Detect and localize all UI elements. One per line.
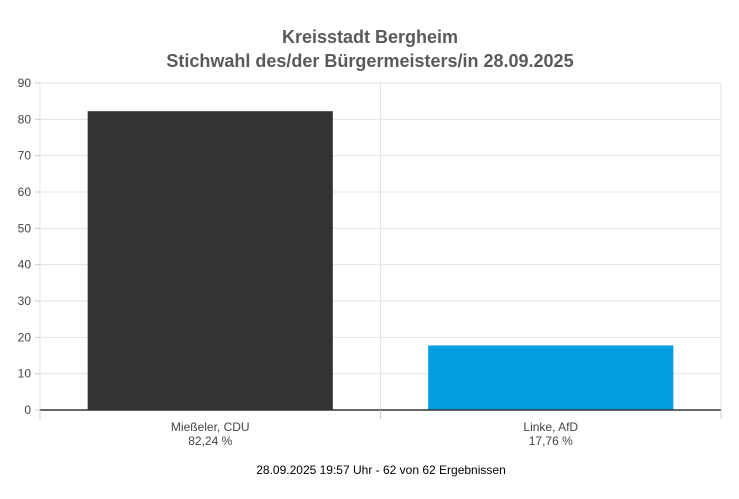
- y-tick-label: 60: [18, 185, 32, 199]
- category-label: Linke, AfD: [523, 420, 578, 434]
- chart-title: Kreisstadt Bergheim Stichwahl des/der Bü…: [166, 27, 573, 71]
- y-axis-ticks: 0 10 20 30 40 50 60 70 80 90: [18, 76, 40, 417]
- bar-1: [428, 345, 674, 410]
- y-tick-label: 20: [18, 330, 32, 344]
- value-label: 82,24 %: [188, 434, 232, 448]
- y-tick-label: 40: [18, 258, 32, 272]
- chart-title-line-1: Kreisstadt Bergheim: [282, 27, 458, 47]
- category-label: Mießeler, CDU: [171, 420, 250, 434]
- bar-0: [87, 111, 333, 410]
- bars: [87, 111, 674, 410]
- y-tick-label: 30: [18, 294, 32, 308]
- y-tick-label: 80: [18, 112, 32, 126]
- x-axis: [39, 409, 722, 419]
- y-tick-label: 0: [24, 403, 31, 417]
- results-footer: 28.09.2025 19:57 Uhr - 62 von 62 Ergebni…: [256, 463, 506, 477]
- y-tick-label: 70: [18, 149, 32, 163]
- value-label: 17,76 %: [529, 434, 573, 448]
- y-tick-label: 10: [18, 367, 32, 381]
- y-tick-label: 90: [18, 76, 32, 90]
- y-tick-label: 50: [18, 221, 32, 235]
- chart-title-line-2: Stichwahl des/der Bürgermeisters/in 28.0…: [166, 51, 573, 71]
